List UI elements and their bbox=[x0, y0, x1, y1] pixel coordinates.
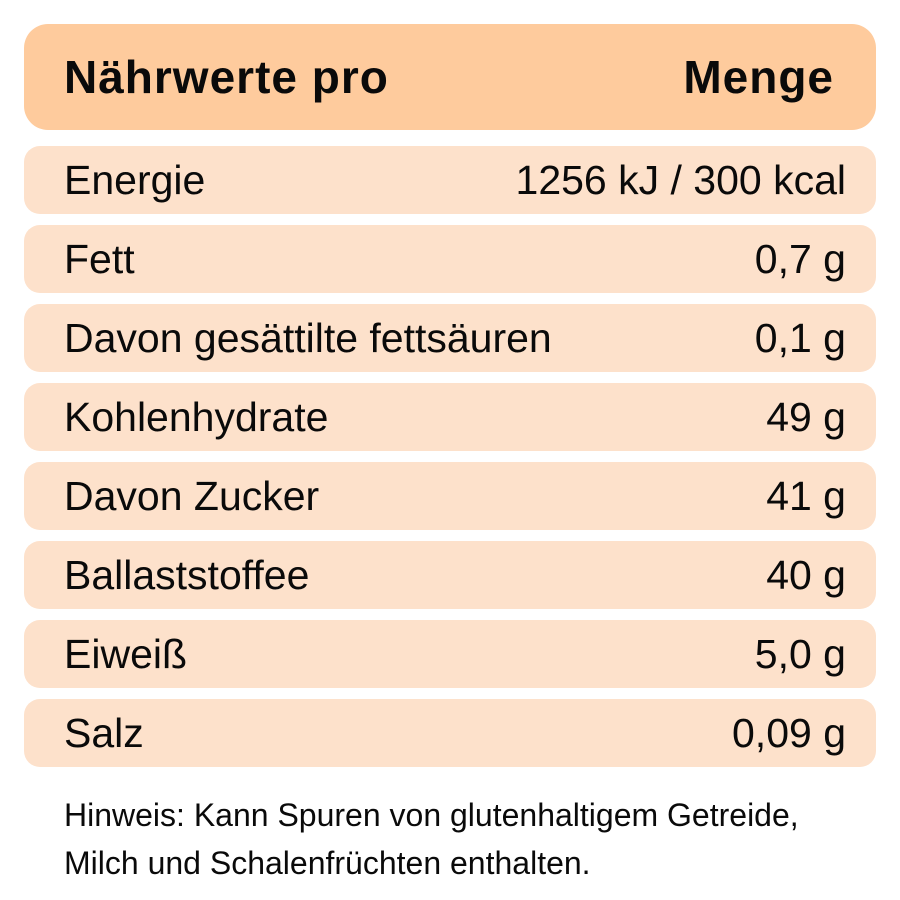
nutrient-value: 5,0 g bbox=[754, 630, 846, 677]
nutrient-label: Ballaststoffee bbox=[64, 551, 310, 598]
nutrient-label: Davon gesättilte fettsäuren bbox=[64, 314, 552, 361]
table-row-zucker: Davon Zucker 41 g bbox=[24, 462, 876, 530]
table-row-salz: Salz 0,09 g bbox=[24, 699, 876, 767]
nutrient-label: Energie bbox=[64, 156, 206, 203]
nutrient-label: Kohlenhydrate bbox=[64, 393, 329, 440]
table-row-eiweiss: Eiweiß 5,0 g bbox=[24, 620, 876, 688]
nutrient-value: 0,09 g bbox=[732, 709, 846, 756]
header-nutrients-label: Nährwerte pro bbox=[64, 51, 389, 103]
nutrient-label: Fett bbox=[64, 235, 135, 282]
table-row-energie: Energie 1256 kJ / 300 kcal bbox=[24, 146, 876, 214]
table-header: Nährwerte pro Menge bbox=[24, 24, 876, 130]
table-row-kohlenhydrate: Kohlenhydrate 49 g bbox=[24, 383, 876, 451]
table-row-fett: Fett 0,7 g bbox=[24, 225, 876, 293]
nutrient-value: 0,1 g bbox=[754, 314, 846, 361]
nutrient-value: 1256 kJ / 300 kcal bbox=[515, 156, 846, 203]
table-row-ballaststoffe: Ballaststoffee 40 g bbox=[24, 541, 876, 609]
header-amount-label: Menge bbox=[683, 51, 834, 103]
allergen-note: Hinweis: Kann Spuren von glutenhaltigem … bbox=[64, 791, 866, 887]
nutrient-label: Davon Zucker bbox=[64, 472, 320, 519]
nutrient-value: 41 g bbox=[766, 472, 846, 519]
nutrient-value: 49 g bbox=[766, 393, 846, 440]
allergen-note-line2: Milch und Schalenfrüchten enthalten. bbox=[64, 845, 591, 881]
allergen-note-line1: Hinweis: Kann Spuren von glutenhaltigem … bbox=[64, 797, 799, 833]
nutrient-value: 0,7 g bbox=[754, 235, 846, 282]
nutrient-value: 40 g bbox=[766, 551, 846, 598]
nutrient-label: Eiweiß bbox=[64, 630, 188, 677]
table-row-gesaettigte-fettsaeuren: Davon gesättilte fettsäuren 0,1 g bbox=[24, 304, 876, 372]
nutrient-label: Salz bbox=[64, 709, 144, 756]
